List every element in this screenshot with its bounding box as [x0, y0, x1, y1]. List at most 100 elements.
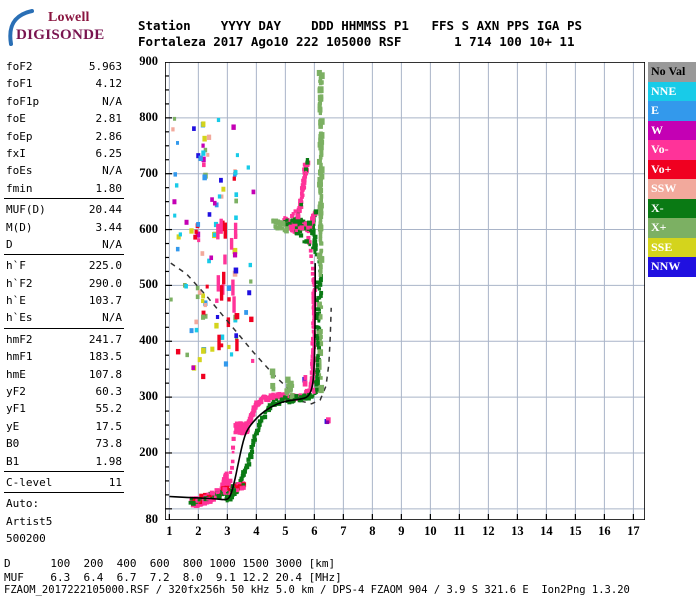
- param-key: B0: [6, 437, 20, 451]
- y-tick-label-500: 500: [139, 277, 158, 292]
- param-row-B1: B1 1.98: [4, 453, 124, 470]
- x-tick-label-9: 9: [398, 524, 405, 538]
- x-tick-label-3: 3: [224, 524, 231, 538]
- legend-item-no-val[interactable]: No Val: [648, 62, 696, 82]
- x-tick-label-17: 17: [627, 524, 640, 538]
- muf-distance-table: D 100 200 400 600 800 1000 1500 3000 [km…: [4, 557, 342, 584]
- legend-item-vo-[interactable]: Vo+: [648, 159, 696, 179]
- y-tick-label-800: 800: [139, 109, 158, 124]
- y-tick-label-300: 300: [139, 389, 158, 404]
- param-separator: [4, 254, 124, 256]
- x-tick-label-12: 12: [482, 524, 495, 538]
- param-row-D: D N/A: [4, 236, 124, 253]
- x-tick-label-5: 5: [282, 524, 289, 538]
- x-tick-label-13: 13: [511, 524, 524, 538]
- param-value: 2.86: [95, 129, 123, 143]
- param-value: 183.5: [88, 350, 122, 364]
- param-value: 17.5: [95, 419, 123, 433]
- plot-grid: [165, 62, 645, 520]
- true-height-profile-curve: [169, 263, 316, 501]
- param-row-B0: B0 73.8: [4, 435, 124, 452]
- file-footer: FZAOM_2017222105000.RSF / 320fx256h 50 k…: [4, 584, 630, 596]
- legend-item-ssw[interactable]: SSW: [648, 179, 696, 199]
- param-key: yE: [6, 419, 20, 433]
- ionogram-parameter-panel: foF2 5.963 foF1 4.12 foF1p N/A foE 2.81 foEp 2.86…: [4, 58, 124, 548]
- legend-item-nne[interactable]: NNE: [648, 81, 696, 101]
- param-row-Clevel: C-level 11: [4, 474, 124, 491]
- param-key: h`Es: [6, 311, 33, 325]
- param-row-hF2: h`F2 290.0: [4, 275, 124, 292]
- legend-item-vo-[interactable]: Vo-: [648, 140, 696, 160]
- auto-line-0: Auto:: [6, 497, 40, 511]
- ionogram-plot: [165, 62, 645, 520]
- param-key: foF1p: [6, 94, 40, 108]
- auto-line-2: 500200: [6, 532, 46, 546]
- x-tick-label-16: 16: [598, 524, 611, 538]
- param-value: 2.81: [95, 112, 123, 126]
- param-value: 103.7: [88, 294, 122, 308]
- param-key: M(D): [6, 220, 33, 234]
- param-separator: [4, 198, 124, 200]
- param-row-fmin: fmin 1.80: [4, 180, 124, 197]
- param-value: N/A: [102, 164, 122, 178]
- param-row-hmF2: hmF2 241.7: [4, 331, 124, 348]
- noise-speckle-layer: [169, 116, 331, 425]
- x-tick-label-1: 1: [166, 524, 173, 538]
- param-row-foEs: foEs N/A: [4, 162, 124, 179]
- x-tick-label-14: 14: [540, 524, 553, 538]
- logo-brand-top: Lowell: [48, 10, 90, 25]
- x-tick-label-8: 8: [369, 524, 376, 538]
- param-row-MUFD: MUF(D) 20.44: [4, 201, 124, 218]
- param-separator: [4, 327, 124, 329]
- x-tick-label-2: 2: [195, 524, 202, 538]
- param-key: h`F2: [6, 276, 33, 290]
- param-row-yF2: yF2 60.3: [4, 383, 124, 400]
- x-tick-label-6: 6: [311, 524, 318, 538]
- param-value: N/A: [102, 94, 122, 108]
- station-header: Station YYYY DAY DDD HHMMSS P1 FFS S AXN…: [138, 18, 582, 50]
- param-key: yF2: [6, 385, 26, 399]
- legend-item-x-[interactable]: X-: [648, 198, 696, 218]
- param-key: foF1: [6, 77, 33, 91]
- param-value: 225.0: [88, 259, 122, 273]
- distance-row: D 100 200 400 600 800 1000 1500 3000 [km…: [4, 557, 336, 570]
- x-tick-label-11: 11: [453, 524, 466, 538]
- param-key: hmE: [6, 367, 26, 381]
- param-value: 107.8: [88, 367, 122, 381]
- param-value: 6.25: [95, 146, 123, 160]
- param-value: 11: [108, 475, 122, 489]
- param-key: B1: [6, 454, 20, 468]
- legend-item-nnw[interactable]: NNW: [648, 257, 696, 277]
- param-value: 1.80: [95, 181, 123, 195]
- param-key: foE: [6, 112, 26, 126]
- polarization-legend: No Val NNE E W Vo- Vo+ SSW X- X+ SSE NNW: [648, 62, 696, 277]
- param-value: 73.8: [95, 437, 123, 451]
- header-values-row: Fortaleza 2017 Ago10 222 105000 RSF 1 71…: [138, 34, 575, 49]
- x-tick-label-15: 15: [569, 524, 582, 538]
- param-row-hE: h`E 103.7: [4, 292, 124, 309]
- param-key: foF2: [6, 60, 33, 73]
- param-row-foF1p: foF1p N/A: [4, 93, 124, 110]
- auto-line-1: Artist5: [6, 514, 53, 528]
- y-tick-label-200: 200: [139, 444, 158, 459]
- param-value: 5.963: [88, 60, 122, 73]
- legend-item-e[interactable]: E: [648, 101, 696, 121]
- legend-item-sse[interactable]: SSE: [648, 237, 696, 257]
- param-separator: [4, 492, 124, 494]
- param-key: hmF2: [6, 332, 33, 346]
- y-tick-label-400: 400: [139, 333, 158, 348]
- param-value: 1.98: [95, 454, 123, 468]
- y-tick-label-700: 700: [139, 165, 158, 180]
- legend-item-w[interactable]: W: [648, 120, 696, 140]
- legend-item-x-[interactable]: X+: [648, 218, 696, 238]
- param-row-yF1: yF1 55.2: [4, 400, 124, 417]
- param-key: foEp: [6, 129, 33, 143]
- axis-ticks: [165, 62, 634, 520]
- x-tick-label-10: 10: [424, 524, 437, 538]
- param-value: 4.12: [95, 77, 123, 91]
- param-row-hmE: hmE 107.8: [4, 366, 124, 383]
- param-row-hmF1: hmF1 183.5: [4, 348, 124, 365]
- param-value: 60.3: [95, 385, 123, 399]
- param-value: 20.44: [88, 203, 122, 217]
- param-key: foEs: [6, 164, 33, 178]
